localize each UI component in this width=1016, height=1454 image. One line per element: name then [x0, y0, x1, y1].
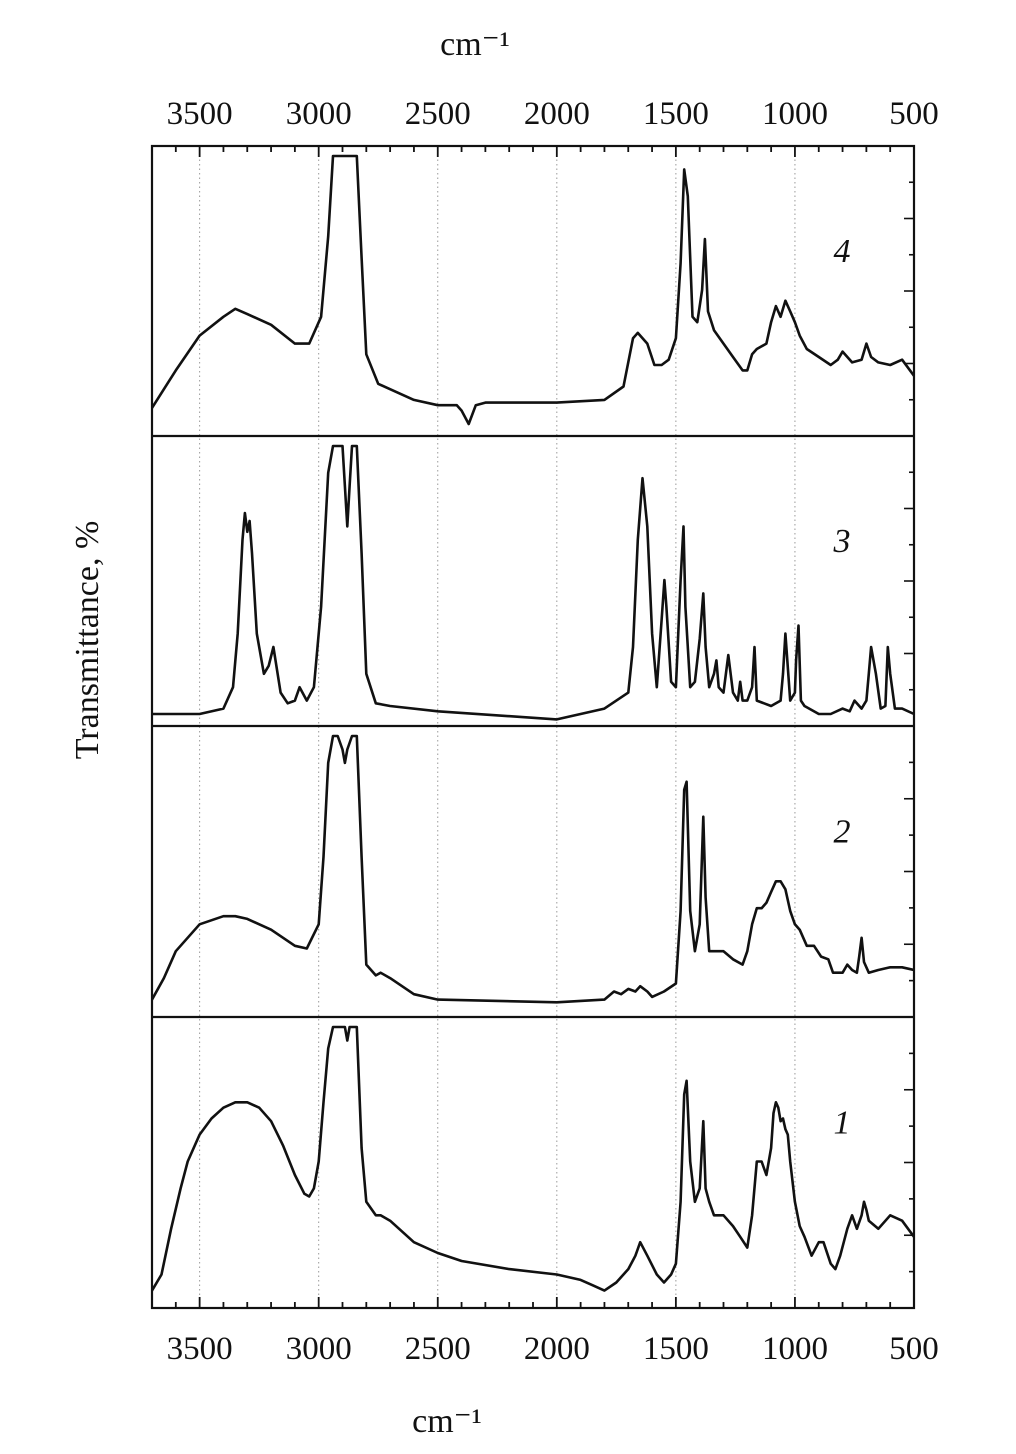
spectrum-curve-1 — [152, 1025, 914, 1292]
bottom-tick-label-1000: 1000 — [762, 1331, 828, 1367]
panel-label-3: 3 — [833, 523, 851, 560]
top-tick-label-1000: 1000 — [762, 96, 828, 132]
bottom-tick-label-3000: 3000 — [286, 1331, 352, 1367]
axis-ticks — [151, 146, 915, 1308]
spectra-curves — [152, 154, 914, 1292]
top-tick-label-2500: 2500 — [405, 96, 471, 132]
bottom-tick-label-2500: 2500 — [405, 1331, 471, 1367]
spectrum-curve-2 — [152, 734, 914, 1004]
y-axis-title: Transmittance, % — [69, 521, 106, 760]
spectrum-curve-3 — [152, 444, 914, 721]
bottom-tick-label-1500: 1500 — [643, 1331, 709, 1367]
panel-label-1: 1 — [834, 1104, 851, 1141]
top-tick-label-1500: 1500 — [643, 96, 709, 132]
tick-labels: 4 3 2 1 3500 3500 3000 3000 2500 2500 2000 2000 1500… — [167, 96, 939, 1367]
bottom-tick-label-500: 500 — [889, 1331, 939, 1367]
top-tick-label-2000: 2000 — [524, 96, 590, 132]
top-tick-label-3000: 3000 — [286, 96, 352, 132]
top-tick-label-3500: 3500 — [167, 96, 233, 132]
panel-frames — [150, 144, 916, 1310]
bottom-x-axis-title: cm⁻¹ — [412, 1403, 482, 1440]
top-tick-label-500: 500 — [889, 96, 939, 132]
panel-label-2: 2 — [834, 813, 851, 850]
panel-label-4: 4 — [834, 233, 851, 270]
bottom-tick-label-3500: 3500 — [167, 1331, 233, 1367]
spectrum-curve-4 — [152, 154, 914, 426]
bottom-tick-label-2000: 2000 — [524, 1331, 590, 1367]
top-x-axis-title: cm⁻¹ — [440, 26, 510, 63]
